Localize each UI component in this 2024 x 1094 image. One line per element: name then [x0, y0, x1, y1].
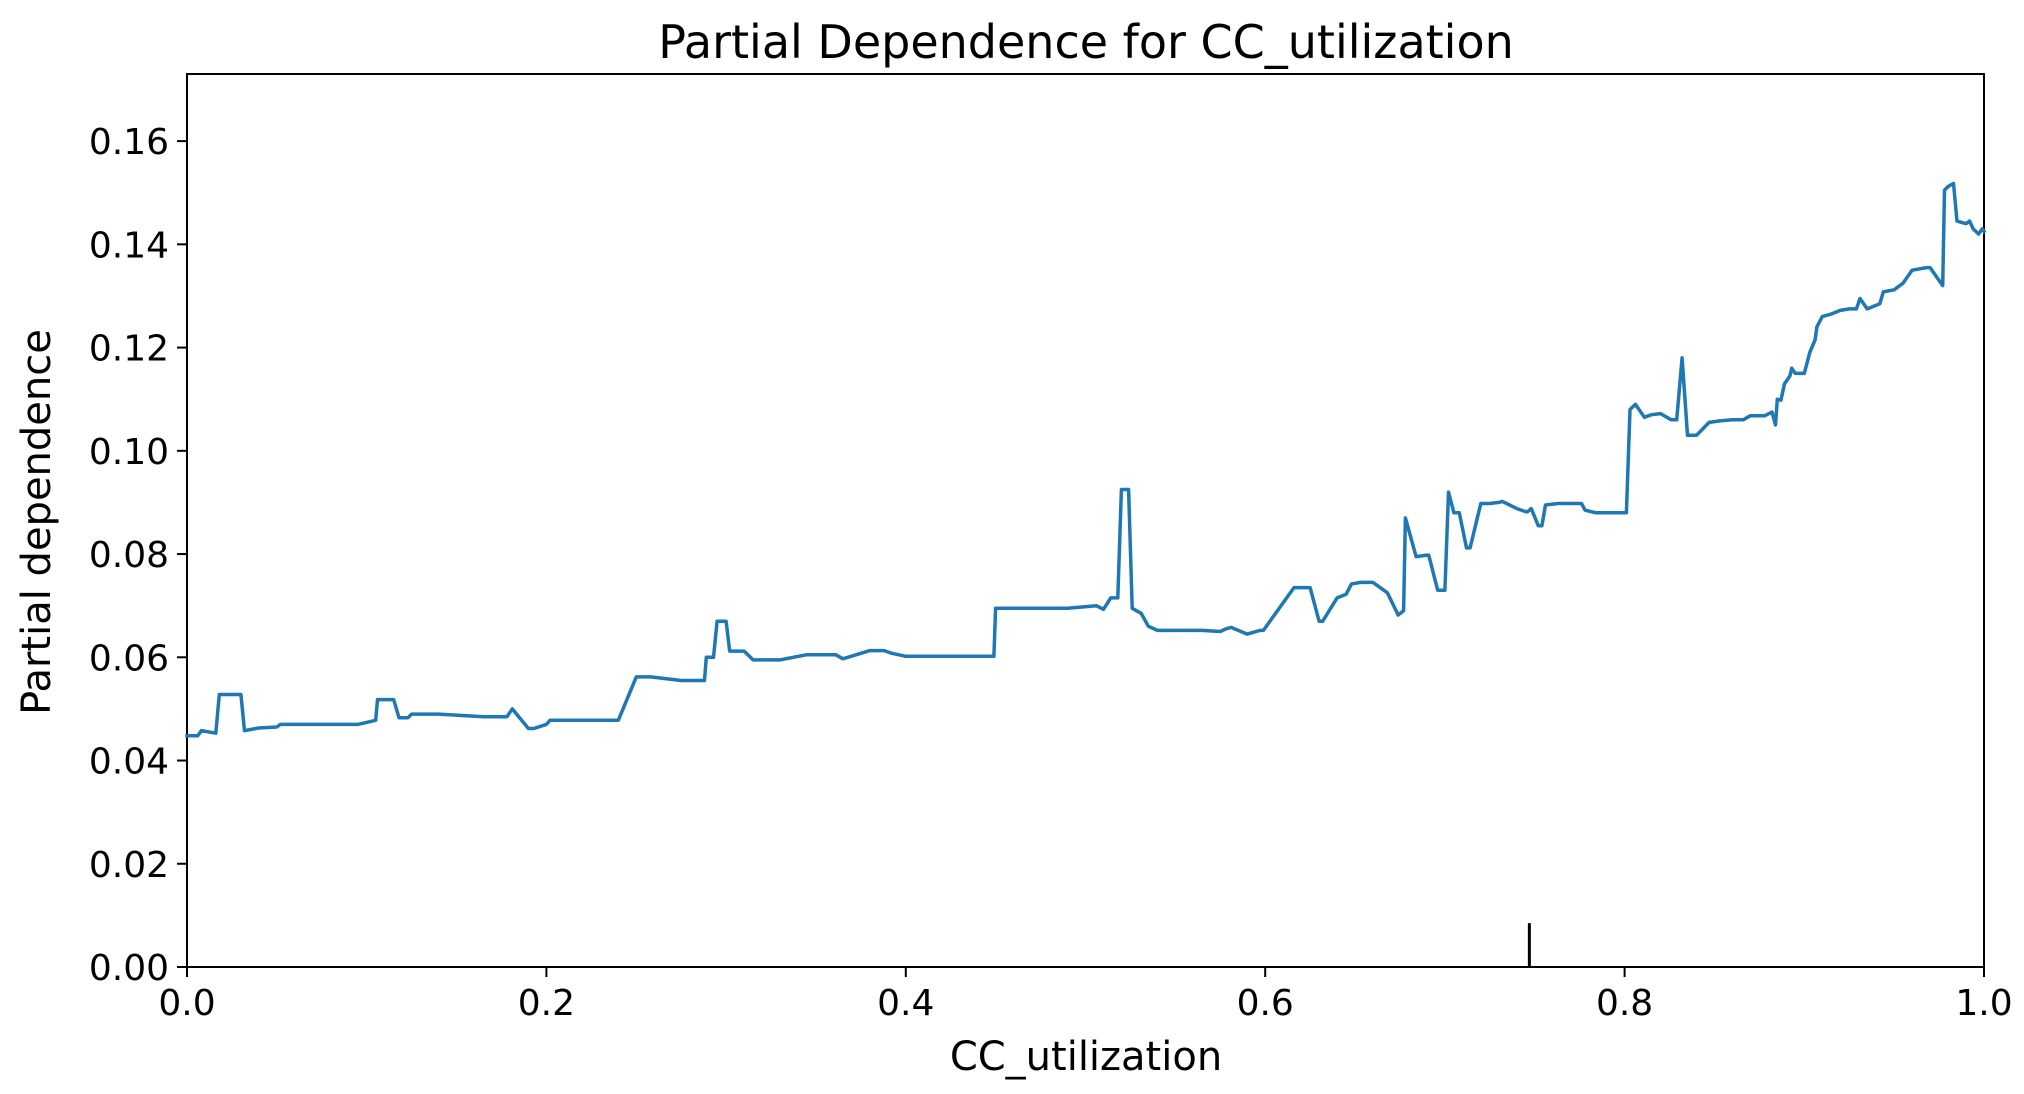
axis-ticks: 0.0 0.2 0.4 0.6 0.8 1.0 0.00 0.02 0.04 0.06 0.08 0.… — [89, 122, 2013, 1024]
y-tick-label: 0.00 — [89, 948, 169, 989]
y-tick-label: 0.10 — [89, 432, 169, 473]
y-tick-label: 0.14 — [89, 225, 169, 266]
x-axis-label: CC_utilization — [950, 1034, 1222, 1080]
y-tick-label: 0.16 — [89, 122, 169, 163]
y-axis-label: Partial dependence — [14, 329, 60, 715]
x-tick-label: 1.0 — [1955, 983, 2012, 1024]
y-tick-label: 0.08 — [89, 535, 169, 576]
axes-frame — [186, 73, 1985, 968]
y-tick-label: 0.06 — [89, 638, 169, 679]
x-tick-label: 0.0 — [158, 983, 215, 1024]
chart-title: Partial Dependence for CC_utilization — [658, 15, 1514, 69]
x-tick-label: 0.2 — [518, 983, 575, 1024]
plot-area — [185, 73, 1987, 968]
y-tick-label: 0.04 — [89, 742, 169, 783]
x-tick-label: 0.6 — [1237, 983, 1294, 1024]
x-tick-label: 0.8 — [1596, 983, 1653, 1024]
y-tick-label: 0.12 — [89, 329, 169, 370]
x-tick-label: 0.4 — [877, 983, 934, 1024]
y-tick-label: 0.02 — [89, 845, 169, 886]
series-line-0 — [185, 181, 1987, 738]
